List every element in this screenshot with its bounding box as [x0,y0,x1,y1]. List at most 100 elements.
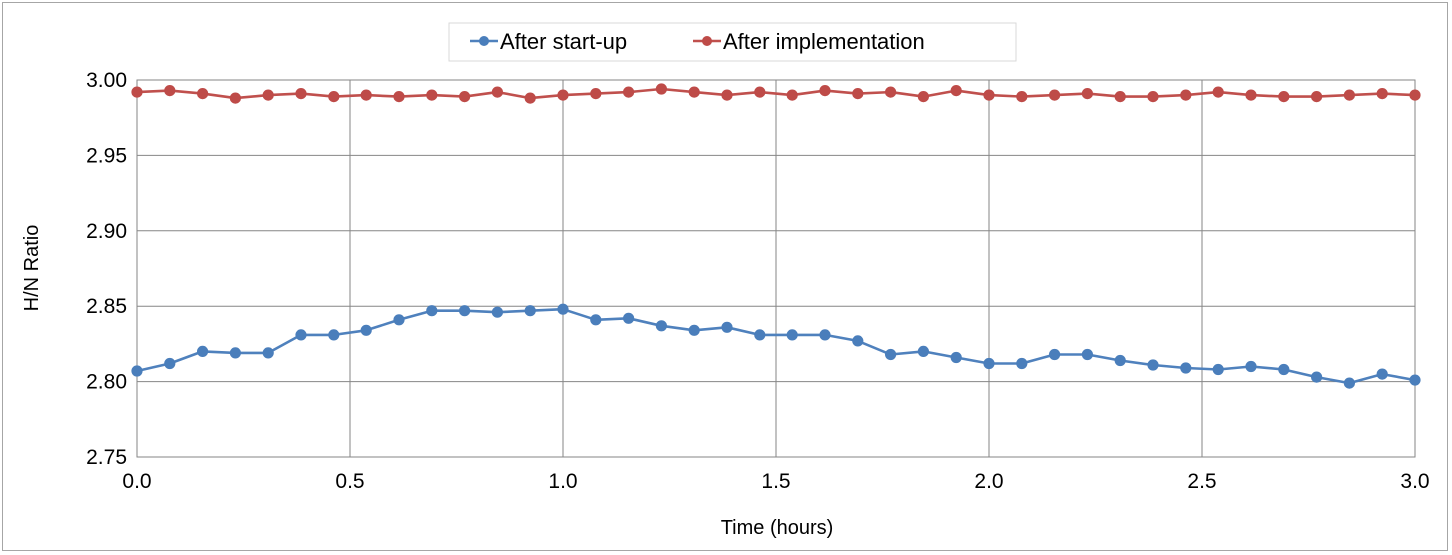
y-tick-label: 2.80 [86,371,127,394]
data-point-after-start-up [426,305,438,317]
data-point-after-start-up [754,329,766,341]
data-point-after-implementation [524,92,536,104]
data-point-after-start-up [950,351,962,364]
y-axis-title: H/N Ratio [21,225,43,312]
x-tick-label: 3.0 [1400,470,1429,493]
data-point-after-implementation [754,86,766,98]
data-point-after-start-up [819,329,831,341]
data-point-after-implementation [426,89,438,101]
data-point-after-implementation [622,86,635,98]
data-point-after-start-up [1343,377,1356,389]
data-point-after-implementation [1147,91,1159,103]
plot-area [136,79,1416,458]
data-point-after-implementation [1245,89,1257,101]
y-tick-label: 2.85 [86,295,127,318]
data-point-after-start-up [557,303,569,315]
data-point-after-start-up [1180,362,1192,374]
data-point-after-start-up [164,357,176,370]
series-after-start-up [131,303,1421,389]
data-point-after-implementation [458,91,471,103]
y-tick-label: 2.75 [86,446,127,469]
data-point-after-implementation [655,83,668,95]
data-point-after-implementation [1114,91,1126,103]
data-point-after-implementation [950,85,962,97]
series [131,83,1421,389]
data-point-after-start-up [229,347,241,359]
legend-entry-after-implementation: After implementation [693,29,925,54]
data-point-after-implementation [721,89,733,101]
data-point-after-start-up [262,347,274,359]
data-point-after-start-up [622,312,635,324]
data-point-after-implementation [1409,89,1421,101]
data-point-after-start-up [721,321,733,333]
data-point-after-implementation [590,88,602,100]
gridlines [136,79,1416,458]
data-point-after-implementation [917,91,930,103]
x-axis-title: Time (hours) [721,517,834,539]
data-point-after-implementation [983,89,995,101]
data-point-after-start-up [655,320,668,332]
data-point-after-start-up [786,329,798,341]
x-tick-label: 1.5 [761,470,790,493]
data-point-after-start-up [197,345,209,357]
data-point-after-implementation [229,92,241,104]
data-point-after-implementation [1343,89,1356,101]
series-line-after-start-up [136,307,1416,385]
data-point-after-start-up [688,324,700,336]
data-point-after-implementation [688,86,700,98]
legend: After start-up After implementation [448,22,1017,62]
data-point-after-start-up [360,324,372,336]
data-point-after-start-up [983,357,995,370]
data-point-after-start-up [852,335,864,347]
data-point-after-implementation [328,91,340,103]
data-point-after-start-up [524,305,536,317]
data-point-after-implementation [393,91,405,103]
x-tick-label: 0.0 [122,470,151,493]
x-tick-label: 2.5 [1187,470,1216,493]
legend-marker-after-start-up [479,36,489,46]
data-point-after-implementation [360,89,372,101]
data-point-after-implementation [1081,88,1094,100]
data-point-after-start-up [1278,363,1290,376]
data-point-after-implementation [1278,91,1290,103]
legend-entry-after-start-up: After start-up [470,29,627,54]
y-tick-label: 2.95 [86,144,127,167]
data-point-after-implementation [819,85,831,97]
data-point-after-start-up [1016,357,1028,370]
legend-label-after-start-up: After start-up [500,29,627,54]
legend-box [448,22,1017,62]
data-point-after-implementation [1180,89,1192,101]
legend-marker-after-implementation [702,36,712,46]
data-point-after-start-up [393,314,405,326]
data-point-after-start-up [328,329,340,341]
data-point-after-implementation [491,86,503,98]
data-point-after-implementation [786,89,798,101]
data-point-after-start-up [1147,359,1159,371]
data-point-after-implementation [1212,86,1224,98]
x-tick-label: 1.0 [548,470,577,493]
data-point-after-start-up [917,345,930,357]
data-point-after-implementation [262,89,274,101]
data-point-after-implementation [1376,88,1388,100]
data-point-after-start-up [590,314,602,326]
y-tick-label: 2.90 [86,220,127,243]
x-tick-label: 2.0 [974,470,1003,493]
data-point-after-implementation [852,88,864,100]
data-point-after-start-up [884,348,897,361]
series-line-after-implementation [136,87,1416,100]
data-point-after-start-up [491,306,503,318]
data-point-after-implementation [197,88,209,100]
data-point-after-start-up [458,305,471,317]
legend-label-after-implementation: After implementation [723,29,925,54]
data-point-after-start-up [1409,374,1421,386]
data-point-after-implementation [164,85,176,97]
data-point-after-implementation [884,86,897,98]
data-point-after-start-up [1114,354,1126,367]
data-point-after-start-up [1311,371,1323,383]
data-point-after-start-up [1376,368,1388,380]
data-point-after-implementation [1049,89,1061,101]
data-point-after-start-up [1245,360,1257,373]
data-point-after-start-up [1212,363,1224,376]
